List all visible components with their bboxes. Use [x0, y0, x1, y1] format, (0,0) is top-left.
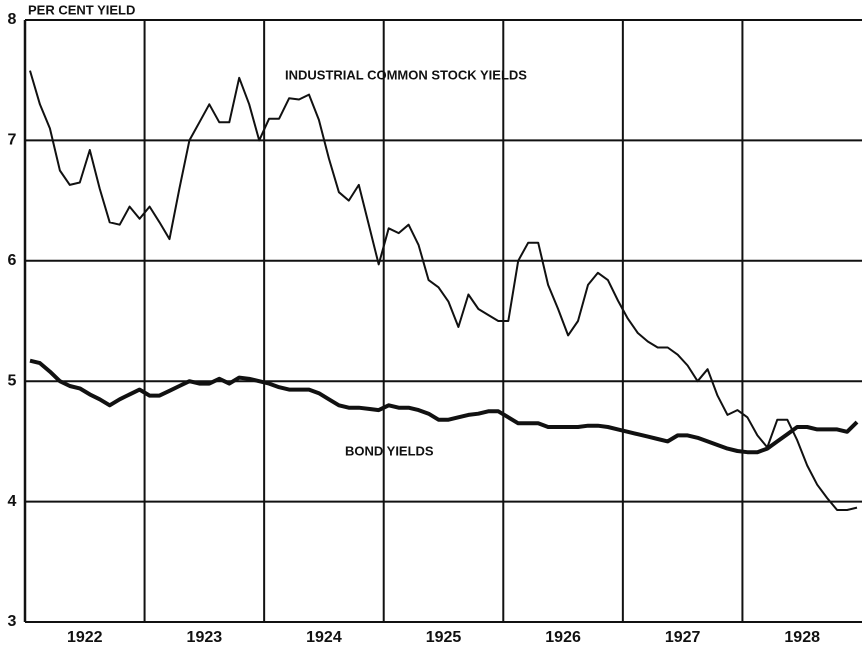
y-tick-label: 3 — [8, 613, 17, 630]
x-tick-label: 1923 — [187, 629, 223, 646]
y-tick-label: 4 — [8, 493, 17, 510]
y-axis-label: PER CENT YIELD — [28, 2, 135, 17]
y-tick-label: 6 — [8, 252, 17, 269]
y-tick-label: 8 — [8, 11, 17, 28]
y-tick-label: 7 — [8, 132, 17, 149]
x-tick-label: 1925 — [426, 629, 462, 646]
annotation: INDUSTRIAL COMMON STOCK YIELDS — [285, 67, 527, 82]
annotation: BOND YIELDS — [345, 443, 434, 458]
y-tick-label: 5 — [8, 372, 17, 389]
line-series — [29, 358, 859, 455]
x-tick-label: 1928 — [784, 629, 820, 646]
x-tick-label: 1927 — [665, 629, 701, 646]
x-tick-label: 1922 — [67, 629, 103, 646]
line-series — [29, 70, 858, 511]
x-tick-label: 1926 — [545, 629, 581, 646]
x-tick-label: 1924 — [306, 629, 342, 646]
